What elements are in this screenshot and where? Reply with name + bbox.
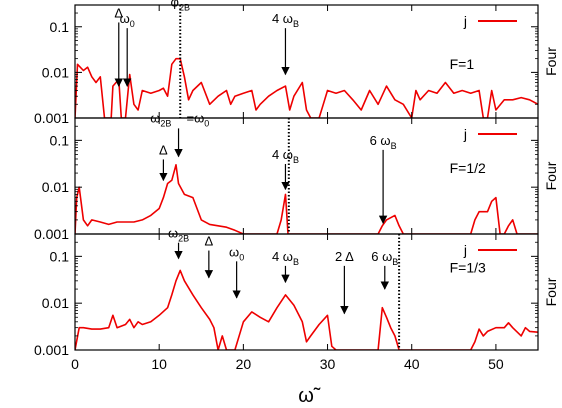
- x-tick-label: 30: [320, 356, 336, 372]
- y-tick-label: 0.1: [50, 19, 70, 35]
- annotation-label: 6 ωB: [371, 249, 398, 267]
- x-tick-label: 40: [404, 356, 420, 372]
- y-tick-label: 0.01: [42, 179, 69, 195]
- x-tick-label: 10: [151, 356, 167, 372]
- annotation-label: 4 ωB: [272, 147, 299, 165]
- annotation-label: =ω0: [187, 111, 210, 129]
- y-tick-label: 0.01: [42, 64, 69, 80]
- case-label: F=1/3: [450, 260, 486, 276]
- annotation-label: 6 ωB: [370, 133, 397, 151]
- annotation-label: 4 ωB: [272, 11, 299, 29]
- y-tick-label: 0.001: [34, 110, 69, 126]
- case-label: F=1/2: [450, 160, 486, 176]
- x-axis-label: ω̃: [298, 385, 321, 407]
- y-tick-label: 0.1: [50, 132, 70, 148]
- legend-label: j: [463, 13, 467, 29]
- y-axis-label: Four: [543, 47, 559, 76]
- y-tick-label: 0.001: [34, 226, 69, 242]
- series-line-j-panel-1: [75, 57, 538, 118]
- y-axis-label: Four: [543, 277, 559, 306]
- legend-label: j: [463, 242, 467, 258]
- annotation-label: ω2B: [150, 111, 171, 129]
- case-label: F=1: [450, 56, 475, 72]
- annotation-label: Δ: [205, 234, 214, 249]
- x-tick-label: 50: [488, 356, 504, 372]
- x-tick-label: 0: [71, 356, 79, 372]
- y-axis-label: Four: [543, 161, 559, 190]
- annotation-label: ω0: [120, 11, 135, 29]
- annotation-label: Δ: [114, 5, 123, 20]
- x-tick-label: 20: [236, 356, 252, 372]
- panel-frame: [74, 233, 539, 351]
- annotation-label: Δ: [159, 142, 168, 157]
- y-tick-label: 0.01: [42, 295, 69, 311]
- annotation-label: φ2B: [171, 0, 190, 12]
- panel-2: 0.001 0.01 0.1 Four j F=1/2 ω2B =ω0 Δ 4 ωB 6 ωB: [34, 111, 559, 242]
- y-tick-label: 0.001: [34, 342, 69, 358]
- annotation-label: ω0: [229, 244, 244, 262]
- annotation-label: 2 Δ: [335, 249, 354, 264]
- annotation-label: 4 ωB: [272, 249, 299, 267]
- series-line-j-panel-3: [75, 269, 538, 350]
- annotation-label: ω2B: [168, 226, 189, 244]
- legend-label: j: [463, 126, 467, 142]
- y-tick-label: 0.1: [50, 248, 70, 264]
- panel-3: 0.001 0.01 0.1 Four j F=1/3 ω2B Δω0 4 ωB 2 Δ 6 ωB 0…: [34, 226, 559, 372]
- series-line-j-panel-2: [75, 164, 538, 234]
- panel-1: 0.001 0.01 0.1 Four j F=1 Δω0 φ2B 4 ωB: [34, 0, 559, 126]
